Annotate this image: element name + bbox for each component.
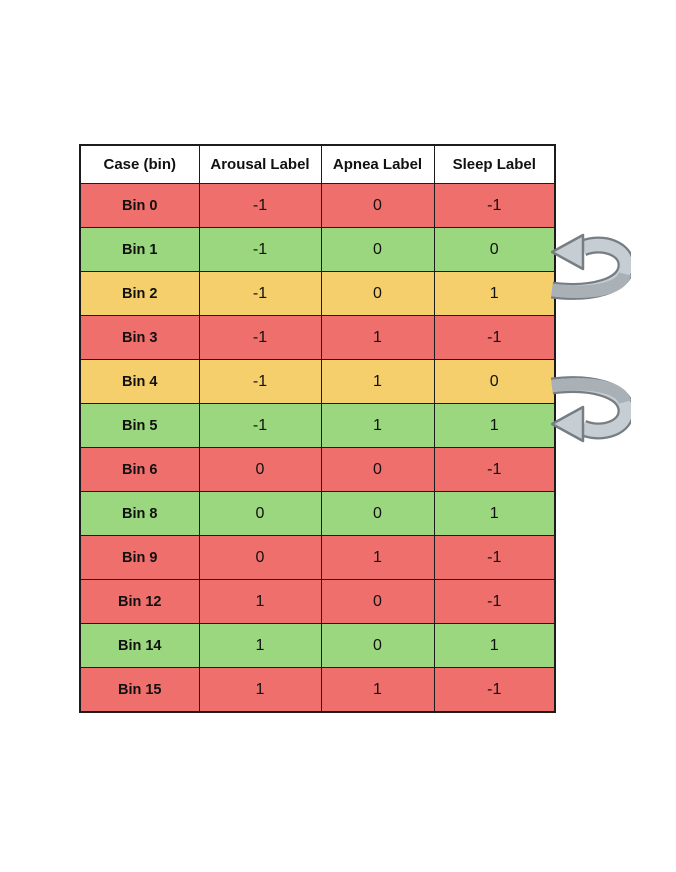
table-row: Bin 5 -1 1 1 [79, 403, 556, 448]
table-row: Bin 0 -1 0 -1 [79, 183, 556, 228]
sleep-cell: -1 [433, 447, 556, 492]
arousal-cell: -1 [198, 271, 322, 316]
apnea-cell: 0 [320, 227, 435, 272]
arousal-cell: 1 [198, 579, 322, 624]
table-row: Bin 8 0 0 1 [79, 491, 556, 536]
apnea-cell: 0 [320, 491, 435, 536]
table-row: Bin 3 -1 1 -1 [79, 315, 556, 360]
apnea-cell: 1 [320, 359, 435, 404]
case-cell: Bin 0 [79, 183, 200, 228]
sleep-cell: 1 [433, 623, 556, 668]
sleep-cell: 1 [433, 271, 556, 316]
apnea-cell: 0 [320, 579, 435, 624]
case-cell: Bin 4 [79, 359, 200, 404]
case-cell: Bin 3 [79, 315, 200, 360]
case-cell: Bin 14 [79, 623, 200, 668]
arousal-cell: -1 [198, 227, 322, 272]
apnea-cell: 0 [320, 623, 435, 668]
case-cell: Bin 8 [79, 491, 200, 536]
case-cell: Bin 2 [79, 271, 200, 316]
arousal-cell: -1 [198, 183, 322, 228]
sleep-cell: -1 [433, 315, 556, 360]
arousal-cell: -1 [198, 315, 322, 360]
bin-label-table: Case (bin) Arousal Label Apnea Label Sle… [79, 144, 556, 713]
case-cell: Bin 15 [79, 667, 200, 713]
col-header-apnea: Apnea Label [320, 144, 435, 184]
table-row: Bin 15 1 1 -1 [79, 667, 556, 713]
case-cell: Bin 5 [79, 403, 200, 448]
arousal-cell: 1 [198, 623, 322, 668]
col-header-case: Case (bin) [79, 144, 200, 184]
loop-arrow-icon-bin1-bin2 [551, 233, 631, 300]
apnea-cell: 0 [320, 271, 435, 316]
table-row: Bin 2 -1 0 1 [79, 271, 556, 316]
arousal-cell: -1 [198, 403, 322, 448]
sleep-cell: 1 [433, 403, 556, 448]
arousal-cell: -1 [198, 359, 322, 404]
sleep-cell: 0 [433, 359, 556, 404]
case-cell: Bin 12 [79, 579, 200, 624]
case-cell: Bin 9 [79, 535, 200, 580]
table-row: Bin 1 -1 0 0 [79, 227, 556, 272]
arousal-cell: 1 [198, 667, 322, 713]
arousal-cell: 0 [198, 447, 322, 492]
table-row: Bin 9 0 1 -1 [79, 535, 556, 580]
sleep-cell: -1 [433, 579, 556, 624]
loop-arrow-icon-bin4-bin5 [551, 376, 631, 443]
case-cell: Bin 1 [79, 227, 200, 272]
apnea-cell: 0 [320, 183, 435, 228]
sleep-cell: -1 [433, 667, 556, 713]
case-cell: Bin 6 [79, 447, 200, 492]
sleep-cell: 1 [433, 491, 556, 536]
col-header-arousal: Arousal Label [198, 144, 322, 184]
table-row: Bin 14 1 0 1 [79, 623, 556, 668]
apnea-cell: 0 [320, 447, 435, 492]
sleep-cell: 0 [433, 227, 556, 272]
apnea-cell: 1 [320, 667, 435, 713]
arousal-cell: 0 [198, 491, 322, 536]
sleep-cell: -1 [433, 183, 556, 228]
col-header-sleep: Sleep Label [433, 144, 556, 184]
apnea-cell: 1 [320, 315, 435, 360]
header-row: Case (bin) Arousal Label Apnea Label Sle… [79, 144, 556, 184]
apnea-cell: 1 [320, 403, 435, 448]
arousal-cell: 0 [198, 535, 322, 580]
table-row: Bin 6 0 0 -1 [79, 447, 556, 492]
apnea-cell: 1 [320, 535, 435, 580]
sleep-cell: -1 [433, 535, 556, 580]
table-row: Bin 4 -1 1 0 [79, 359, 556, 404]
table-body: Bin 0 -1 0 -1 Bin 1 -1 0 0 Bin 2 -1 0 1 … [79, 183, 556, 713]
table-row: Bin 12 1 0 -1 [79, 579, 556, 624]
